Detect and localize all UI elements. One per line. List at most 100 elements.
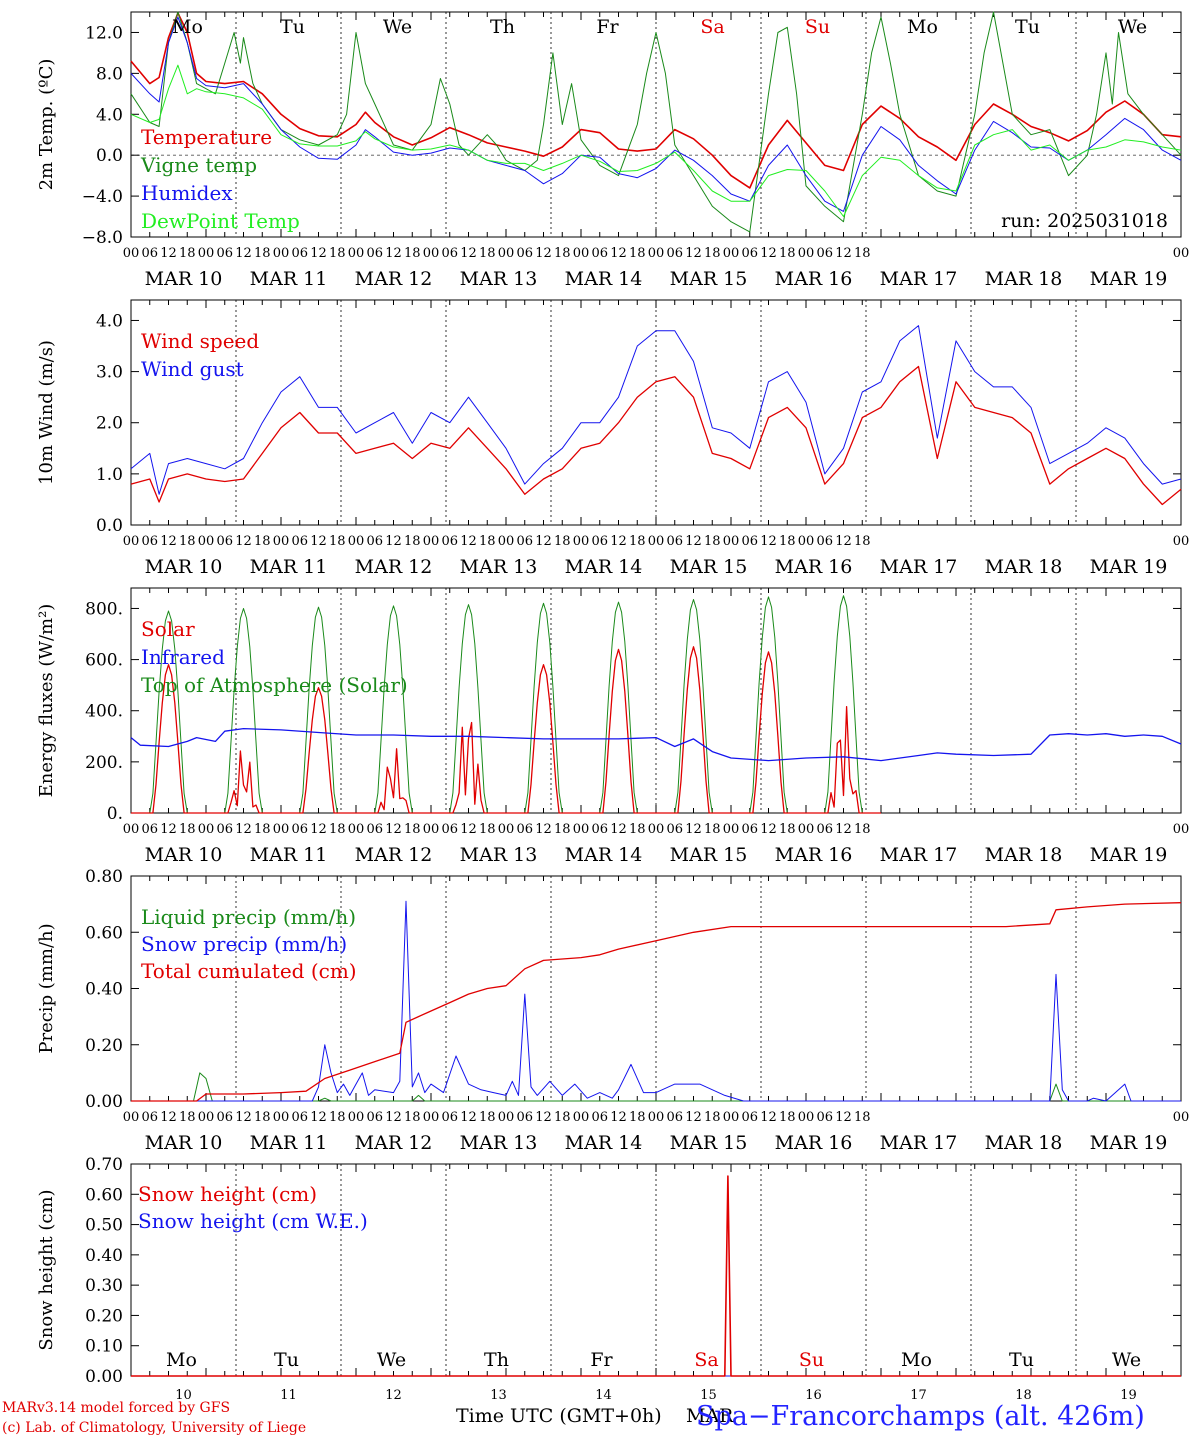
- hour-tick-label: 06: [216, 822, 233, 837]
- date-label: MAR 18: [985, 844, 1063, 866]
- legend-entry: Snow height (cm W.E.): [138, 1209, 368, 1233]
- date-label: MAR 13: [460, 1132, 538, 1154]
- hour-tick-label: 18: [329, 1110, 346, 1125]
- hour-tick-label: 06: [666, 822, 683, 837]
- hour-tick-label: 00: [798, 1110, 815, 1125]
- hour-tick-label: 06: [741, 534, 758, 549]
- hour-tick-label: 00: [723, 534, 740, 549]
- hour-tick-label: 06: [141, 534, 158, 549]
- hour-tick-label: 12: [235, 822, 252, 837]
- hour-tick-label: 00: [198, 246, 215, 261]
- hour-tick-label: 18: [254, 246, 271, 261]
- hour-tick-label: 06: [591, 822, 608, 837]
- y-tick-label: 0.00: [85, 1092, 123, 1112]
- hour-tick-label: 18: [779, 246, 796, 261]
- hour-tick-label: 06: [291, 1110, 308, 1125]
- hour-tick-label: 06: [741, 1110, 758, 1125]
- hour-tick-label: 18: [554, 534, 571, 549]
- y-tick-label: −8.0: [82, 228, 123, 248]
- hour-tick-label: 06: [141, 1110, 158, 1125]
- y-tick-label: 0.10: [85, 1337, 123, 1357]
- hour-tick-label: 18: [704, 534, 721, 549]
- day-number-label: 10: [175, 1388, 192, 1403]
- hour-tick-label: 06: [291, 246, 308, 261]
- hour-tick-label: 00: [498, 246, 515, 261]
- hour-tick-label: 12: [760, 1110, 777, 1125]
- legend-entry: Liquid precip (mm/h): [141, 905, 356, 929]
- date-label: MAR 16: [775, 844, 853, 866]
- y-tick-label: 2.0: [96, 414, 123, 434]
- y-tick-label: 800.: [85, 599, 123, 619]
- hour-tick-label: 06: [666, 1110, 683, 1125]
- weekday-label: Su: [799, 1349, 824, 1371]
- hour-tick-label: 00: [123, 246, 140, 261]
- hour-tick-label: 12: [535, 1110, 552, 1125]
- hour-tick-label: 00: [723, 1110, 740, 1125]
- hour-tick-label: 00: [648, 1110, 665, 1125]
- weekday-label: Fr: [590, 1349, 613, 1371]
- weekday-label: Su: [805, 16, 830, 38]
- date-label: MAR 15: [670, 844, 748, 866]
- hour-tick-label: 06: [366, 534, 383, 549]
- legend-entry: Solar: [141, 617, 195, 641]
- hour-tick-label: 12: [235, 1110, 252, 1125]
- date-label: MAR 13: [460, 556, 538, 578]
- hour-tick-label: 12: [760, 246, 777, 261]
- legend-entry: Humidex: [141, 181, 233, 205]
- weekday-label: Tu: [1009, 1349, 1034, 1371]
- hour-tick-label: 18: [704, 1110, 721, 1125]
- hour-tick-label: 18: [629, 1110, 646, 1125]
- hour-tick-label: 12: [385, 822, 402, 837]
- hour-tick-label: 18: [779, 534, 796, 549]
- hour-tick-label: 00: [648, 246, 665, 261]
- hour-tick-label: 06: [816, 534, 833, 549]
- hour-tick-label: 18: [779, 822, 796, 837]
- date-label: MAR 17: [880, 1132, 958, 1154]
- y-tick-label: 4.0: [96, 105, 123, 125]
- hour-tick-label: 18: [404, 822, 421, 837]
- date-label: MAR 17: [880, 268, 958, 290]
- hour-tick-label: 12: [685, 822, 702, 837]
- hour-tick-label: 00: [1173, 822, 1190, 837]
- series-line-infrared: [130, 727, 1182, 762]
- hour-tick-label: 12: [160, 246, 177, 261]
- y-axis-label: Precip (mm/h): [36, 923, 57, 1053]
- series-line-wind-speed: [130, 365, 1182, 506]
- date-label: MAR 13: [460, 268, 538, 290]
- hour-tick-label: 00: [573, 534, 590, 549]
- date-label: MAR 19: [1090, 844, 1168, 866]
- hour-tick-label: 00: [273, 246, 290, 261]
- y-tick-label: 8.0: [96, 64, 123, 84]
- run-label: run: 2025031018: [1001, 210, 1168, 232]
- day-number-label: 12: [385, 1388, 402, 1403]
- weekday-label: We: [1118, 16, 1147, 38]
- legend-entry: Snow precip (mm/h): [141, 932, 347, 956]
- y-axis-label: 10m Wind (m/s): [36, 340, 57, 485]
- hour-tick-label: 06: [366, 1110, 383, 1125]
- hour-tick-label: 00: [573, 822, 590, 837]
- hour-tick-label: 18: [629, 534, 646, 549]
- hour-tick-label: 18: [554, 246, 571, 261]
- legend-entry: Infrared: [141, 645, 225, 669]
- hour-tick-label: 06: [441, 534, 458, 549]
- series-line-wind-gust: [130, 325, 1182, 495]
- hour-tick-label: 18: [479, 822, 496, 837]
- hour-tick-label: 18: [329, 246, 346, 261]
- hour-tick-label: 12: [835, 246, 852, 261]
- hour-tick-label: 12: [310, 822, 327, 837]
- date-label: MAR 16: [775, 556, 853, 578]
- y-tick-label: 0.0: [96, 516, 123, 536]
- hour-tick-label: 18: [854, 1110, 871, 1125]
- hour-tick-label: 00: [798, 246, 815, 261]
- y-tick-label: 0.30: [85, 1276, 123, 1296]
- y-tick-label: −4.0: [82, 187, 123, 207]
- date-label: MAR 13: [460, 844, 538, 866]
- hour-tick-label: 12: [610, 534, 627, 549]
- hour-tick-label: 18: [554, 1110, 571, 1125]
- date-label: MAR 15: [670, 1132, 748, 1154]
- series-line-snow-precip-mm-h-: [131, 900, 1181, 1102]
- model-credit: MARv3.14 model forced by GFS: [2, 1400, 231, 1416]
- hour-tick-label: 18: [479, 534, 496, 549]
- y-tick-label: 400.: [85, 702, 123, 722]
